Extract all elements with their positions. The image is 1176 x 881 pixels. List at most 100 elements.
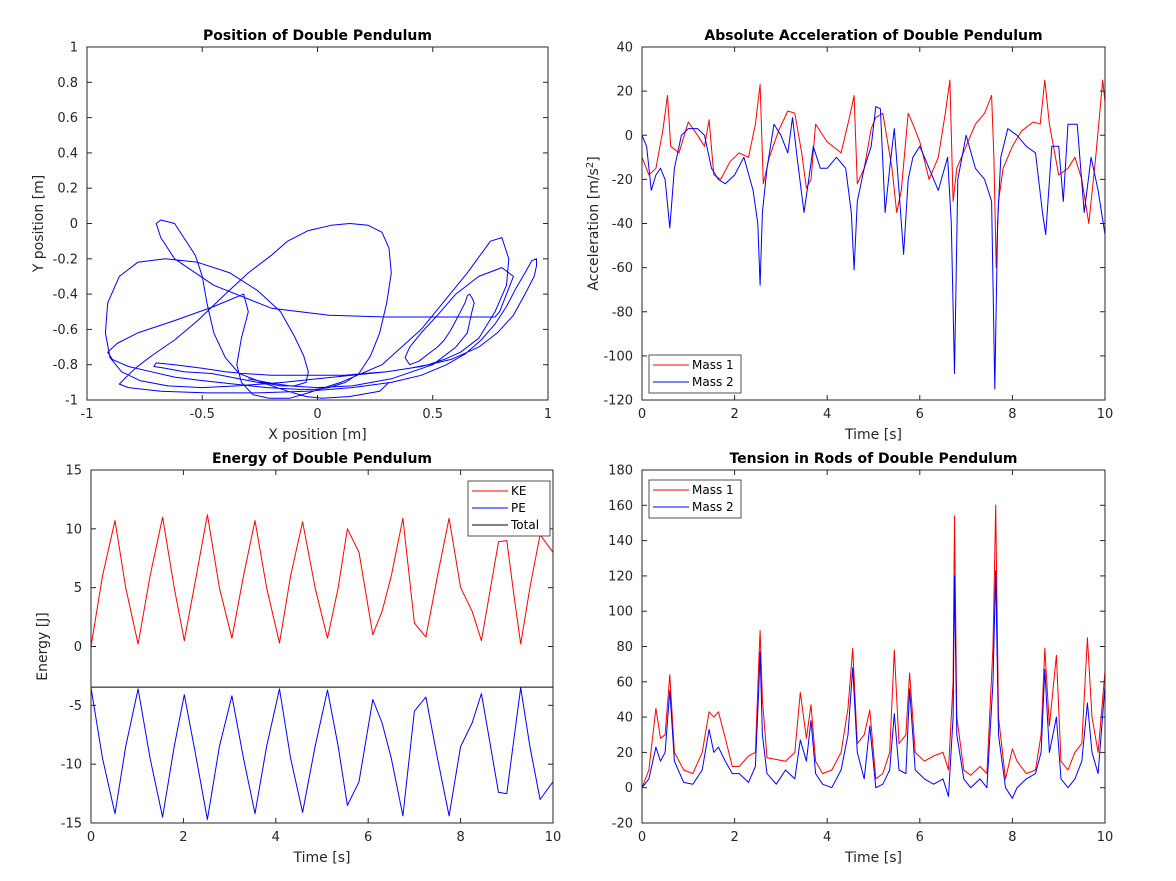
y-tick-label: 160 (608, 499, 633, 514)
x-tick-label: 0.5 (422, 407, 443, 422)
y-tick-label: 140 (608, 534, 633, 549)
series-line-mass-1 (642, 504, 1105, 788)
y-tick-label: -120 (603, 394, 633, 409)
x-tick-label: 0 (638, 830, 646, 845)
legend-entry-mass-2: Mass 2 (692, 375, 734, 389)
x-axis-label: Time [s] (844, 850, 902, 866)
series-line-mass-2 (642, 570, 1105, 799)
y-tick-label: 0.2 (57, 182, 78, 197)
legend: KE PE Total (467, 480, 551, 537)
x-tick-label: -1 (81, 407, 94, 422)
y-tick-label: 0 (70, 217, 78, 232)
legend-entry-total: Total (510, 518, 539, 532)
x-tick-label: 2 (179, 830, 187, 845)
y-tick-label: 100 (608, 605, 633, 620)
x-tick-label: 2 (730, 407, 738, 422)
y-tick-label: 80 (616, 640, 633, 655)
x-tick-label: 4 (272, 830, 280, 845)
legend: Mass 1 Mass 2 (648, 354, 742, 394)
y-tick-label: 20 (616, 746, 633, 761)
y-tick-label: 60 (616, 675, 633, 690)
y-axis-label: Energy [J] (35, 612, 51, 681)
x-tick-label: 6 (364, 830, 372, 845)
x-tick-label: 8 (456, 830, 464, 845)
series-line-1 (104, 219, 537, 399)
y-axis-label: Acceleration [m/s2] (585, 156, 603, 290)
y-tick-label: -15 (61, 817, 82, 832)
x-tick-label: 1 (544, 407, 552, 422)
y-tick-label: 120 (608, 569, 633, 584)
y-tick-label: -40 (612, 217, 633, 232)
legend-entry-pe: PE (511, 501, 526, 515)
x-tick-label: 6 (916, 407, 924, 422)
series-line-ke (91, 514, 553, 647)
y-tick-label: -80 (612, 305, 633, 320)
x-tick-label: 4 (823, 830, 831, 845)
x-tick-label: 10 (1097, 830, 1114, 845)
x-tick-label: 2 (730, 830, 738, 845)
plot-title: Tension in Rods of Double Pendulum (729, 451, 1017, 467)
y-tick-label: -10 (61, 758, 82, 773)
y-tick-label: 0 (625, 129, 633, 144)
y-tick-label: -0.8 (53, 358, 78, 373)
x-tick-label: 8 (1008, 830, 1016, 845)
x-axis-label: X position [m] (268, 427, 367, 443)
legend-entry-ke: KE (511, 484, 526, 498)
y-tick-label: 0 (625, 781, 633, 796)
x-tick-label: 0 (638, 407, 646, 422)
y-tick-label: -20 (612, 173, 633, 188)
series-group (642, 504, 1105, 799)
energy-plot: 0 2 4 6 8 10 -15 -10 -5 0 5 10 15 Energy of Double Pe… (35, 451, 561, 866)
axes-background (87, 47, 548, 400)
y-tick-label: 1 (70, 41, 78, 56)
series-group (91, 514, 553, 820)
y-tick-label: -0.4 (53, 288, 78, 303)
legend-entry-mass-1: Mass 1 (692, 483, 734, 497)
legend-entry-mass-2: Mass 2 (692, 500, 734, 514)
y-tick-label: 5 (74, 581, 82, 596)
y-tick-label: -1 (65, 394, 78, 409)
y-tick-label: -20 (612, 817, 633, 832)
axes-background (642, 47, 1105, 400)
x-tick-label: 10 (1097, 407, 1114, 422)
x-tick-label: 0 (87, 830, 95, 845)
x-tick-label: 10 (545, 830, 562, 845)
y-tick-label: 15 (65, 464, 82, 479)
y-tick-label: -5 (69, 699, 82, 714)
x-tick-label: 8 (1008, 407, 1016, 422)
series-group (104, 219, 537, 399)
y-tick-label: -0.6 (53, 323, 78, 338)
series-line-pe (91, 687, 553, 820)
y-tick-label: 0.6 (57, 111, 78, 126)
y-tick-label: 180 (608, 464, 633, 479)
y-tick-label: 0.4 (57, 146, 78, 161)
y-tick-label: -100 (603, 349, 633, 364)
y-tick-label: 40 (616, 41, 633, 56)
legend-box (648, 479, 742, 519)
x-axis-label: Time [s] (293, 850, 351, 866)
legend-entry-mass-1: Mass 1 (692, 358, 734, 372)
plot-title: Energy of Double Pendulum (212, 451, 432, 467)
y-tick-label: 20 (616, 85, 633, 100)
y-tick-label: 0.8 (57, 76, 78, 91)
position-plot: -1 -0.5 0 0.5 1 -1 -0.8 -0.6 -0.4 -0.2 0 0.2 0.4 0.6 0… (31, 28, 552, 443)
y-tick-label: -60 (612, 261, 633, 276)
series-group (642, 79, 1105, 390)
y-tick-label: -0.2 (53, 252, 78, 267)
y-tick-label: 10 (65, 522, 82, 537)
tension-plot: 0 2 4 6 8 10 -20 0 20 40 60 80 100 120 140 160 180 Tensio… (608, 451, 1113, 866)
legend: Mass 1 Mass 2 (648, 479, 742, 519)
y-tick-label: 40 (616, 711, 633, 726)
x-tick-label: 4 (823, 407, 831, 422)
x-tick-label: 6 (916, 830, 924, 845)
plot-title: Position of Double Pendulum (203, 28, 432, 44)
x-tick-label: 0 (313, 407, 321, 422)
plot-title: Absolute Acceleration of Double Pendulum (704, 28, 1042, 44)
x-axis-label: Time [s] (844, 427, 902, 443)
series-line-mass-2 (642, 106, 1105, 390)
legend-box (648, 354, 742, 394)
acceleration-plot: 0 2 4 6 8 10 -120 -100 -80 -60 -40 -20 0 20 40 Absolute… (585, 28, 1114, 443)
y-tick-label: 0 (74, 640, 82, 655)
x-tick-label: -0.5 (190, 407, 215, 422)
